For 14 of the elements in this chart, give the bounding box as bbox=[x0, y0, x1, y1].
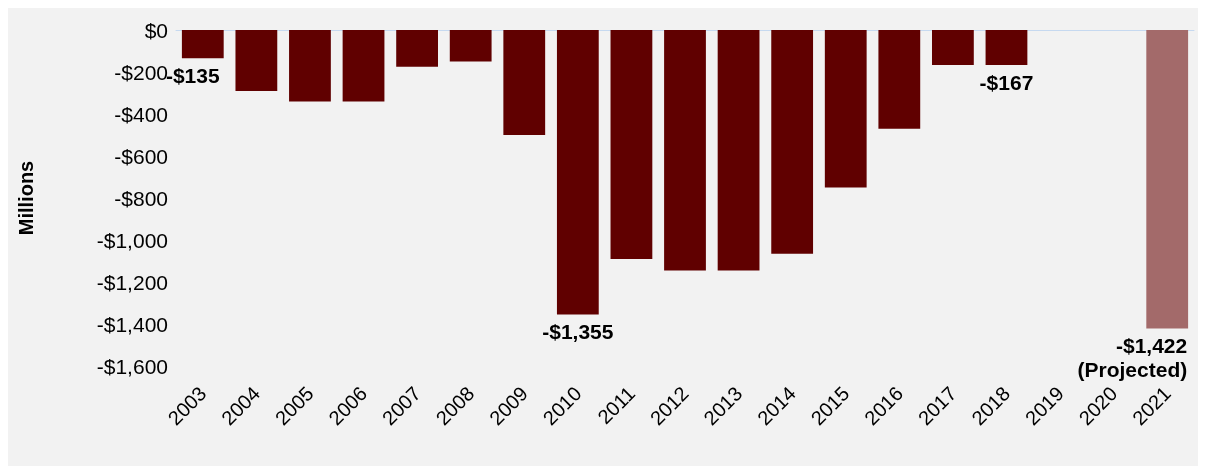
y-axis-title: Millions bbox=[15, 160, 37, 236]
data-label: -$135 bbox=[165, 63, 220, 87]
y-tick-label: -$800 bbox=[114, 186, 168, 210]
y-tick-label: -$200 bbox=[114, 60, 168, 84]
y-tick-label: -$600 bbox=[114, 144, 168, 168]
data-label: -$1,422 (Projected) bbox=[1077, 334, 1188, 382]
data-label: -$167 bbox=[979, 70, 1034, 94]
y-tick-label: -$1,400 bbox=[96, 312, 168, 336]
y-tick-label: -$1,000 bbox=[96, 228, 168, 252]
y-tick-label: -$400 bbox=[114, 102, 168, 126]
y-tick-label: -$1,600 bbox=[96, 354, 168, 378]
y-tick-label: $0 bbox=[144, 18, 168, 42]
data-label: -$1,355 bbox=[542, 320, 614, 344]
y-tick-label: -$1,200 bbox=[96, 270, 168, 294]
